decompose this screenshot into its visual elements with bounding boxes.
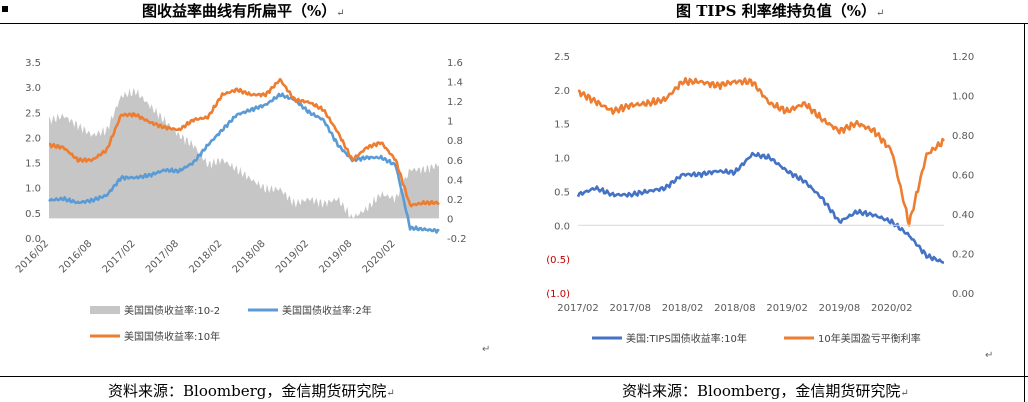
y-left-tick-label: 1.0 <box>554 154 570 165</box>
left-chart-title: 图收益率曲线有所扁平（%）↵ <box>142 2 345 20</box>
series-area-spread <box>49 88 439 219</box>
x-tick-label: 2019/08 <box>317 238 354 275</box>
y-left-tick-label: 2.5 <box>554 52 570 63</box>
x-tick-label: 2017/02 <box>101 238 138 275</box>
source-rule <box>0 376 1028 377</box>
y-right-tick-label: 0.8 <box>447 136 463 147</box>
y-left-tick-label: 1.5 <box>554 120 570 131</box>
source-note-right: 资料来源：Bloomberg，金信期货研究院↵ <box>622 382 909 400</box>
right-plot-area <box>576 76 945 264</box>
source-note-left: 资料来源：Bloomberg，金信期货研究院↵ <box>108 382 395 400</box>
y-left-tick-label: 0.5 <box>554 187 570 198</box>
y-right-tick-label: 0.40 <box>952 210 974 221</box>
y-left-tick-label: 3.5 <box>25 58 41 69</box>
y-right-tick-label: 1.00 <box>952 92 974 103</box>
y-left-tick-label: 0.5 <box>25 209 41 220</box>
series-line-1 <box>48 92 440 234</box>
x-tick-label: 2018/08 <box>714 303 756 314</box>
y-left-tick-label: 2.5 <box>25 108 41 119</box>
y-right-tick-label: 1.2 <box>447 97 463 108</box>
yield-curve-chart: 0.0 0.5 1.0 1.5 2.0 2.5 3.0 3.5 -0.2 0 0.2 0.4 0.6 0.… <box>14 58 467 343</box>
paragraph-marker: ↵ <box>482 344 491 355</box>
legend-swatch-area <box>90 306 120 314</box>
y-left-tick-label: (0.5) <box>546 255 570 266</box>
y-right-tick-label: 0.6 <box>447 156 463 167</box>
y-right-tick-label: 0 <box>447 214 453 225</box>
y-left-tick-label: 0.0 <box>25 234 41 245</box>
x-tick-label: 2018/02 <box>662 303 704 314</box>
x-tick-label: 2018/02 <box>187 238 224 275</box>
y-right-tick-label: 0.4 <box>447 175 463 186</box>
tips-chart: (1.0) (0.5) 0.0 0.5 1.0 1.5 2.0 2.5 0.00 0.20 0.40… <box>546 52 974 345</box>
legend-label: 美国国债收益率:2年 <box>282 304 372 317</box>
legend-label: 美国:TIPS国债收益率:10年 <box>626 332 747 345</box>
y-right-tick-label: 0.60 <box>952 171 974 182</box>
y-right-tick-label: 0.2 <box>447 195 463 206</box>
right-legend: 美国:TIPS国债收益率:10年 10年美国盈亏平衡利率 <box>592 332 921 345</box>
x-tick-label: 2020/02 <box>361 238 398 275</box>
y-right-tick-label: 1.20 <box>952 52 974 63</box>
y-right-tick-label: 0.00 <box>952 289 974 300</box>
y-left-tick-label: (1.0) <box>546 289 570 300</box>
legend-label: 美国国债收益率:10-2 <box>124 304 220 317</box>
x-tick-label: 2019/08 <box>819 303 861 314</box>
y-right-tick-label: -0.2 <box>447 234 467 245</box>
y-left-tick-label: 2.0 <box>25 133 41 144</box>
x-tick-label: 2019/02 <box>274 238 311 275</box>
y-right-tick-label: 0.80 <box>952 131 974 142</box>
legend-label: 10年美国盈亏平衡利率 <box>818 332 921 345</box>
y-left-tick-label: 2.0 <box>554 86 570 97</box>
y-right-tick-label: 1.4 <box>447 78 463 89</box>
x-tick-label: 2020/02 <box>871 303 913 314</box>
y-right-tick-label: 1 <box>447 117 453 128</box>
y-left-tick-label: 1.0 <box>25 184 41 195</box>
series-line-1 <box>577 76 945 227</box>
right-axes: (1.0) (0.5) 0.0 0.5 1.0 1.5 2.0 2.5 0.00 0.20 0.40… <box>546 52 974 314</box>
x-tick-label: 2019/02 <box>766 303 808 314</box>
y-left-tick-label: 1.5 <box>25 159 41 170</box>
left-plot-area <box>48 77 440 234</box>
bullet-mark <box>2 6 8 12</box>
right-border <box>1024 23 1025 402</box>
x-tick-label: 2016/08 <box>57 238 94 275</box>
y-left-tick-label: 3.0 <box>25 83 41 94</box>
legend-label: 美国国债收益率:10年 <box>124 330 220 343</box>
y-right-tick-label: 1.6 <box>447 58 463 69</box>
y-left-tick-label: 0.0 <box>554 221 570 232</box>
right-chart-title: 图 TIPS 利率维持负值（%）↵ <box>676 2 885 20</box>
paragraph-marker: ↵ <box>985 350 994 361</box>
title-underline <box>0 23 1028 24</box>
x-tick-label: 2018/08 <box>231 238 268 275</box>
x-tick-label: 2017/02 <box>557 303 599 314</box>
x-tick-label: 2017/08 <box>144 238 181 275</box>
y-right-tick-label: 0.20 <box>952 250 974 261</box>
series-line-2 <box>48 77 440 208</box>
x-tick-label: 2017/08 <box>610 303 652 314</box>
series-line-0 <box>576 151 945 264</box>
